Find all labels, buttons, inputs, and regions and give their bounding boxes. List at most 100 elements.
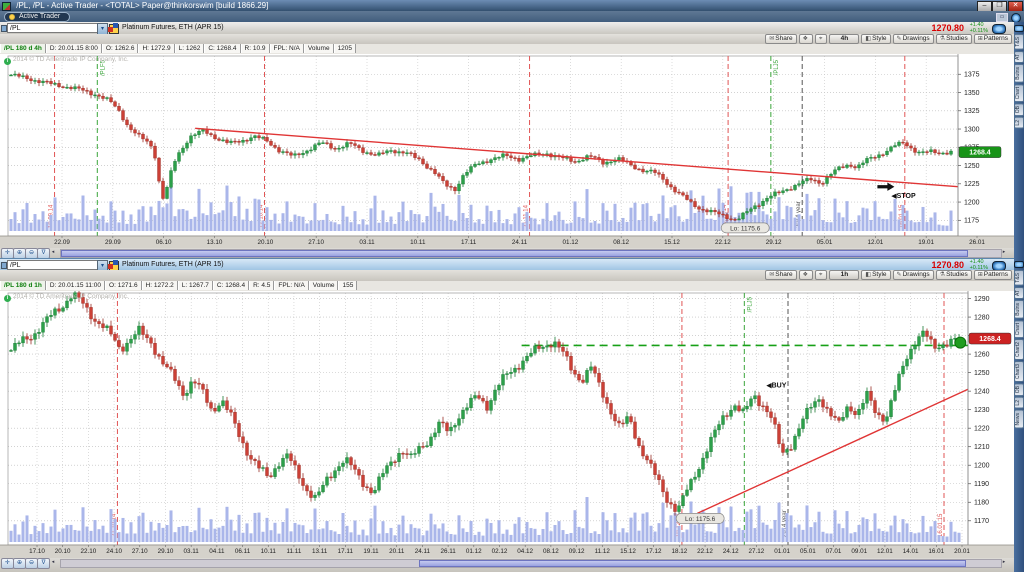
svg-text:06.10: 06.10: [156, 239, 172, 246]
svg-text:17.12: 17.12: [646, 548, 662, 555]
patterns-button[interactable]: ⊞Patterns: [973, 34, 1012, 44]
volume-series: [9, 181, 953, 231]
svg-text:10.11: 10.11: [261, 548, 277, 555]
chart-mode-button[interactable]: ❖: [798, 270, 814, 280]
svg-text:05.01: 05.01: [800, 548, 816, 555]
gadget-tab-chart[interactable]: Chart: [1014, 319, 1024, 338]
gadget-tab-chart3[interactable]: Chart3: [1014, 360, 1024, 382]
date-cell: D: 20.01.15 8:00: [45, 44, 102, 53]
title-bar[interactable]: /PL, /PL - Active Trader - <TOTAL> Paper…: [0, 0, 1024, 12]
symbol-input[interactable]: [7, 23, 99, 33]
gadget-tab-at[interactable]: AT: [1014, 50, 1024, 63]
gadget-tab-l2[interactable]: L2: [1014, 117, 1024, 129]
svg-text:15.12: 15.12: [620, 548, 636, 555]
svg-text:29.10: 29.10: [158, 548, 174, 555]
svg-text:24.10: 24.10: [106, 548, 122, 555]
gadget-tab-chart2[interactable]: Chart2: [1014, 338, 1024, 360]
scroll-right-icon[interactable]: ▸: [1002, 249, 1006, 255]
share-badge-icon[interactable]: [992, 24, 1006, 34]
studies-button[interactable]: ⚗Studies: [935, 34, 972, 44]
svg-text:11.11: 11.11: [287, 548, 302, 555]
trendline[interactable]: [195, 127, 959, 188]
gadget-tab-at[interactable]: AT: [1014, 286, 1024, 299]
svg-text:11.12: 11.12: [595, 548, 611, 555]
pin-icon[interactable]: [1014, 25, 1024, 32]
timeframe-button[interactable]: 4h: [829, 34, 860, 44]
svg-text:04.11: 04.11: [209, 548, 225, 555]
svg-text:12.01: 12.01: [867, 239, 883, 246]
panel2-toolbar: ✉Share ❖ ⌖ 1h ◧Style ✎Drawings ⚗Studies …: [0, 270, 1014, 282]
svg-text:1325: 1325: [964, 108, 980, 115]
svg-text:17.10: 17.10: [29, 548, 45, 555]
svg-text:1250: 1250: [974, 370, 990, 377]
gadget-tab-tns[interactable]: T&S: [1014, 34, 1024, 50]
grip-icon: [1, 262, 7, 269]
gadget-tab-l2[interactable]: L2: [1014, 397, 1024, 409]
collapse-arrow-icon[interactable]: ◂: [51, 559, 55, 565]
drawings-button[interactable]: ✎Drawings: [892, 34, 934, 44]
last-price-badge: 1268.4: [968, 332, 1012, 345]
gadget-tab-ob[interactable]: OB: [1014, 102, 1024, 117]
svg-text:27.12: 27.12: [749, 548, 765, 555]
annotations[interactable]: ◀STOP: [877, 182, 916, 201]
drawings-button[interactable]: ✎Drawings: [892, 270, 934, 280]
svg-text:13.11: 13.11: [312, 548, 328, 555]
timeframe-button[interactable]: 1h: [829, 270, 860, 280]
patterns-button[interactable]: ⊞Patterns: [973, 270, 1012, 280]
pin-icon[interactable]: [1014, 261, 1024, 268]
quick-settings-button[interactable]: ⌖: [815, 270, 828, 280]
position-dot[interactable]: [954, 336, 967, 349]
svg-text:26.01: 26.01: [969, 239, 985, 246]
svg-text:1350: 1350: [964, 90, 980, 97]
gadget-tab-ob[interactable]: OB: [1014, 382, 1024, 397]
gadget-tab-news[interactable]: News: [1014, 409, 1024, 429]
svg-text:10.11: 10.11: [410, 239, 426, 246]
open-cell: O: 1262.6: [101, 44, 139, 53]
svg-text:17.11: 17.11: [461, 239, 477, 246]
volume-label-cell: Volume: [308, 281, 339, 290]
svg-text:08.12: 08.12: [613, 239, 629, 246]
studies-button[interactable]: ⚗Studies: [935, 270, 972, 280]
patterns-icon: ⊞: [977, 36, 983, 42]
change-percent: +0.11%: [969, 28, 988, 34]
annotations[interactable]: ◀BUY: [766, 383, 786, 390]
gadget-tab-butns[interactable]: Butns: [1014, 299, 1024, 319]
chart1-scrollbar-track[interactable]: [60, 249, 1002, 258]
svg-text:1290: 1290: [974, 296, 990, 303]
chart1-scrollbar[interactable]: [61, 250, 968, 257]
scroll-right-icon[interactable]: ▸: [1002, 559, 1006, 565]
app-icon: [2, 2, 11, 11]
panel1-chart[interactable]: 19.09.14/PLF517.10.1421.11.1419.12.14/PL…: [0, 54, 1014, 248]
svg-text:01.12: 01.12: [466, 548, 482, 555]
window-layout-icon[interactable]: ▭: [996, 13, 1008, 22]
share-button[interactable]: ✉Share: [765, 270, 797, 280]
symbol-input[interactable]: [7, 260, 99, 270]
filter-icon[interactable]: ∇: [37, 558, 50, 569]
gadget-tab-butns[interactable]: Butns: [1014, 63, 1024, 83]
svg-text:1170: 1170: [974, 518, 989, 525]
chart2-scrollbar[interactable]: [419, 560, 966, 567]
svg-text:22.09: 22.09: [54, 239, 70, 246]
chart-mode-button[interactable]: ❖: [798, 34, 814, 44]
symbol-description: Platinum Futures, ETH (APR 15): [122, 24, 224, 31]
wrench-icon: ⌖: [819, 36, 823, 42]
gadget-tab-chart[interactable]: Chart: [1014, 83, 1024, 102]
quick-settings-button[interactable]: ⌖: [815, 34, 828, 44]
style-button[interactable]: ◧Style: [861, 270, 891, 280]
chart-symbol-label: /PL 180 d 4h: [0, 44, 46, 53]
svg-text:20.10: 20.10: [257, 239, 273, 246]
last-price: 1270.80: [931, 23, 964, 33]
chart2-scrollbar-track[interactable]: [60, 559, 1002, 568]
tab-active-trader[interactable]: Active Trader: [4, 12, 71, 22]
share-button[interactable]: ✉Share: [765, 34, 797, 44]
price-axis: 137513501325130012751250122512001175: [957, 54, 980, 236]
svg-text:19.01: 19.01: [918, 239, 934, 246]
gadget-tab-tns[interactable]: T&S: [1014, 270, 1024, 286]
volume-series: [9, 497, 961, 542]
svg-text:/PLJ5: /PLJ5: [774, 59, 780, 75]
trendline[interactable]: [696, 388, 969, 515]
style-button[interactable]: ◧Style: [861, 34, 891, 44]
collapse-arrow-icon[interactable]: ◂: [51, 249, 55, 255]
instrument-icon: [108, 23, 119, 34]
